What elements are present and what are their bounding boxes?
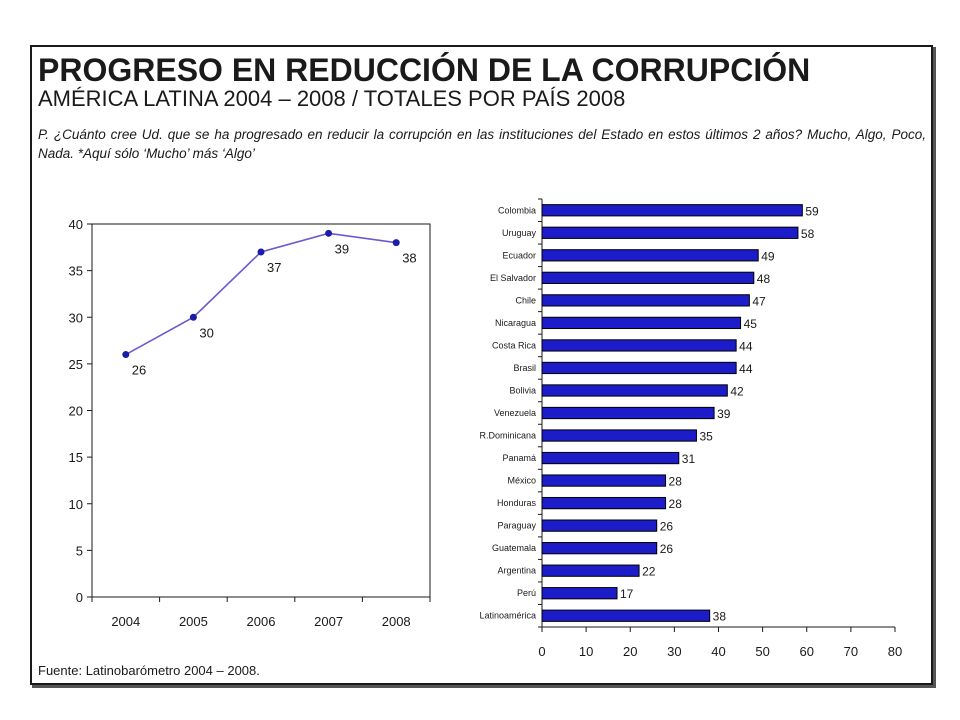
- bar-data-label: 44: [739, 339, 753, 353]
- y-tick-label: 25: [69, 357, 83, 372]
- bar-category-label: Costa Rica: [492, 340, 536, 350]
- bar: [541, 339, 737, 352]
- bar-data-label: 39: [717, 407, 731, 421]
- bar: [541, 204, 803, 217]
- bar-category-label: Ecuador: [502, 250, 536, 260]
- bar-x-tick-label: 50: [755, 644, 769, 659]
- line-point: [257, 248, 265, 256]
- bar-category-label: Latinoamérica: [479, 611, 536, 621]
- bar-data-label: 26: [660, 542, 674, 556]
- bar-category-label: Bolivia: [509, 385, 536, 395]
- bar-data-label: 31: [682, 452, 696, 466]
- bar-data-label: 58: [801, 227, 815, 241]
- bar-data-label: 38: [713, 610, 727, 624]
- x-tick-label: 2005: [179, 614, 208, 629]
- x-tick-label: 2008: [382, 614, 411, 629]
- bar: [541, 609, 711, 622]
- y-tick-label: 0: [76, 590, 83, 605]
- slide-title: PROGRESO EN REDUCCIÓN DE LA CORRUPCIÓN: [38, 52, 811, 88]
- bar-category-label: Perú: [517, 588, 536, 598]
- bar: [541, 451, 680, 465]
- bar: [541, 542, 658, 555]
- bar-data-label: 47: [752, 294, 766, 308]
- line-data-label: 26: [132, 363, 146, 378]
- bar: [541, 496, 667, 510]
- bar-x-tick-label: 30: [667, 644, 681, 659]
- bar-category-label: México: [507, 476, 536, 486]
- bar-data-label: 48: [757, 272, 771, 286]
- survey-question: P. ¿Cuánto cree Ud. que se ha progresado…: [38, 127, 926, 161]
- bar: [541, 406, 715, 420]
- y-tick-label: 40: [69, 217, 83, 232]
- bar-category-label: Brasil: [513, 363, 536, 373]
- line-point: [392, 239, 400, 247]
- bar: [541, 294, 750, 307]
- x-tick-label: 2004: [111, 614, 140, 629]
- bar-data-label: 44: [739, 362, 753, 376]
- bar: [541, 474, 667, 487]
- bar-category-label: Paraguay: [497, 521, 536, 531]
- bar-data-label: 35: [699, 430, 713, 444]
- y-tick-label: 5: [76, 543, 83, 558]
- bar-category-label: Uruguay: [502, 228, 537, 238]
- bar-data-label: 59: [805, 204, 819, 218]
- bar-x-tick-label: 0: [538, 644, 545, 659]
- slide-frame: [30, 45, 933, 685]
- line-data-label: 30: [199, 325, 213, 340]
- line-data-label: 39: [335, 241, 349, 256]
- bar: [541, 226, 799, 239]
- bar: [541, 384, 728, 397]
- line-point: [189, 313, 197, 321]
- bar-category-label: Chile: [515, 295, 536, 305]
- bar-x-tick-label: 40: [711, 644, 725, 659]
- frame-shadow-bottom: [32, 685, 936, 688]
- bar-category-label: Venezuela: [494, 408, 536, 418]
- bar-data-label: 17: [620, 587, 634, 601]
- y-tick-label: 30: [69, 310, 83, 325]
- bar-category-label: R.Dominicana: [479, 431, 536, 441]
- bar: [541, 587, 618, 600]
- bar-category-label: Honduras: [497, 498, 537, 508]
- bar-data-label: 28: [669, 475, 683, 489]
- bar-data-label: 26: [660, 520, 674, 534]
- bar-x-tick-label: 60: [800, 644, 814, 659]
- bar-data-label: 45: [744, 317, 758, 331]
- line-point: [325, 229, 333, 237]
- bar-x-tick-label: 20: [623, 644, 637, 659]
- bar-category-label: Nicaragua: [495, 318, 536, 328]
- bar-data-label: 42: [730, 384, 744, 398]
- bar: [541, 564, 640, 577]
- y-tick-label: 20: [69, 404, 83, 419]
- y-tick-label: 10: [69, 497, 83, 512]
- bar-x-tick-label: 80: [888, 644, 902, 659]
- bar: [541, 316, 742, 330]
- x-tick-label: 2007: [314, 614, 343, 629]
- bar-data-label: 49: [761, 249, 775, 263]
- x-tick-label: 2006: [247, 614, 276, 629]
- bar-x-tick-label: 70: [844, 644, 858, 659]
- bar-category-label: Argentina: [497, 566, 536, 576]
- bar: [541, 249, 759, 262]
- slide-subtitle: AMÉRICA LATINA 2004 – 2008 / TOTALES POR…: [38, 86, 626, 111]
- bar: [541, 519, 658, 532]
- bar-category-label: Colombia: [498, 205, 536, 215]
- source-note: Fuente: Latinobarómetro 2004 – 2008.: [38, 663, 260, 678]
- bar: [541, 429, 697, 442]
- bar-data-label: 28: [669, 497, 683, 511]
- y-tick-label: 15: [69, 450, 83, 465]
- bar-category-label: El Salvador: [490, 273, 536, 283]
- y-tick-label: 35: [69, 264, 83, 279]
- frame-shadow-right: [933, 47, 936, 687]
- line-data-label: 38: [402, 251, 416, 266]
- bar-data-label: 22: [642, 565, 656, 579]
- bar: [541, 361, 737, 375]
- bar-category-label: Guatemala: [492, 543, 536, 553]
- bar-category-label: Panamá: [502, 453, 536, 463]
- line-data-label: 37: [267, 260, 281, 275]
- bar: [541, 271, 755, 284]
- line-point: [122, 351, 130, 359]
- bar-x-tick-label: 10: [579, 644, 593, 659]
